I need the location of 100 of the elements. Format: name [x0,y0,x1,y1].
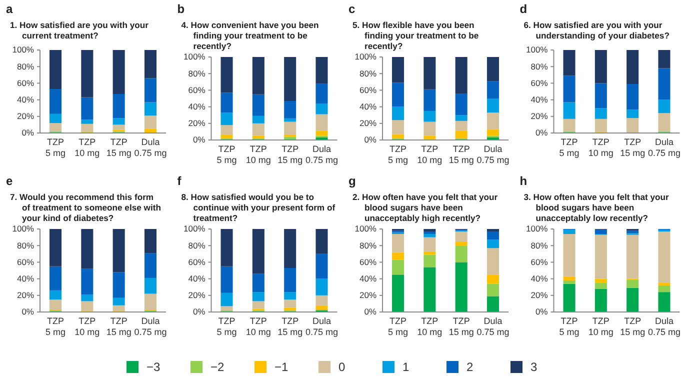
y-tick-label: 100% [12,44,34,55]
y-tick-label: 80% [530,61,548,72]
legend-label: −3 [146,360,161,374]
y-tick-label: 20% [359,118,377,128]
y-tick-label: 100% [354,52,377,62]
x-tick-label: TZP 15 mg [620,137,646,158]
y-tick-label: 40% [16,94,34,105]
y-tick-label: 20% [188,290,206,300]
x-tick-label: TZP 15 mg [278,144,303,165]
y-tick-label: 40% [530,94,548,105]
x-tick-label: TZP 5 mg [46,137,66,158]
legend-label: 3 [530,360,538,374]
y-tick-label: 40% [359,102,377,112]
x-tick-label: Dula 0.75 mg [648,316,681,337]
x-tick-label: TZP 5 mg [46,316,66,337]
x-tick-label: TZP 10 mg [417,144,442,165]
y-tick-label: 80% [188,240,206,250]
y-tick-label: 0% [22,128,34,138]
legend-label: −1 [274,360,289,374]
y-tick-label: 0% [364,134,377,145]
legend-label: −2 [210,360,225,374]
chart-title: 7. Would you recommend this form of treatment to someone else with your kind of diabetes? [10,192,161,223]
y-tick-label: 0% [535,128,548,138]
x-tick-label: TZP 5 mg [216,316,237,337]
y-tick-label: 80% [16,61,34,72]
y-tick-label: 60% [359,84,377,95]
y-tick-label: 60% [359,256,377,267]
y-tick-label: 100% [184,52,206,62]
y-tick-label: 100% [354,224,377,234]
x-tick-label: TZP 10 mg [74,316,100,337]
y-tick-label: 60% [188,84,206,95]
x-tick-label: TZP 5 mg [388,144,408,165]
x-tick-label: TZP 15 mg [448,316,474,337]
text: d [520,2,528,16]
x-tick-label: TZP 15 mg [106,316,132,337]
text: c [348,2,356,16]
legend-label: 1 [402,360,410,374]
y-tick-label: 80% [359,240,377,250]
y-tick-label: 80% [530,240,548,250]
y-tick-label: 60% [188,256,206,267]
x-tick-label: TZP 5 mg [388,316,408,337]
x-tick-label: TZP 15 mg [278,316,303,337]
x-tick-label: Dula 0.75 mg [134,137,167,158]
x-tick-label: TZP 5 mg [216,144,237,165]
y-tick-label: 20% [16,111,34,122]
y-tick-label: 40% [188,102,206,112]
chart-title: 3. How often have you felt that your blood sugars have been unacceptably low recently? [524,192,670,223]
x-tick-label: TZP 15 mg [448,144,474,165]
x-tick-label: TZP 5 mg [559,137,580,158]
y-tick-label: 20% [530,290,548,300]
y-tick-label: 0% [192,134,206,145]
x-tick-label: TZP 10 mg [417,316,442,337]
y-tick-label: 100% [184,224,206,234]
x-tick-label: Dula 0.75 mg [476,316,510,337]
x-tick-label: Dula 0.75 mg [648,137,681,158]
x-tick-label: TZP 10 mg [246,144,271,165]
y-tick-label: 20% [188,118,206,128]
y-tick-label: 80% [16,240,34,250]
x-tick-label: TZP 5 mg [559,316,580,337]
y-tick-label: 0% [22,306,34,317]
y-tick-label: 60% [530,256,548,267]
x-tick-label: Dula 0.75 mg [305,144,338,165]
y-tick-label: 0% [364,306,377,317]
y-tick-label: 40% [188,274,206,284]
y-tick-label: 40% [359,274,377,284]
text: a [6,2,13,16]
x-tick-label: TZP 15 mg [106,137,132,158]
y-tick-label: 60% [16,256,34,267]
y-tick-label: 80% [359,68,377,78]
y-tick-label: 20% [530,111,548,122]
x-tick-label: Dula 0.75 mg [305,316,338,337]
text: g [348,174,356,188]
y-tick-label: 60% [16,78,34,88]
chart-title: 5. How flexible have you been finding your treatment to be recently? [352,20,479,51]
chart-title: 4. How convenient have you been finding your treatment to be recently? [181,20,319,51]
text: e [6,174,13,188]
y-tick-label: 100% [526,44,548,55]
y-tick-label: 0% [535,306,548,317]
x-tick-label: TZP 10 mg [588,316,614,337]
y-tick-label: 100% [526,224,548,234]
y-tick-label: 80% [188,68,206,78]
y-tick-label: 60% [530,78,548,88]
chart-title: 2. How often have you felt that your blood sugars have been unacceptably high recently? [352,192,498,223]
text: h [520,174,528,188]
x-tick-label: TZP 10 mg [74,137,100,158]
text: b [177,2,185,16]
legend-label: 0 [338,360,346,374]
legend-label: 2 [466,360,474,374]
y-tick-label: 20% [359,290,377,300]
x-tick-label: TZP 15 mg [620,316,646,337]
text: f [177,174,182,188]
y-tick-label: 100% [12,224,34,234]
y-tick-label: 20% [16,290,34,300]
chart-title: 6. How satisfied are you with your understanding of your diabetes? [524,20,670,40]
x-tick-label: TZP 10 mg [588,137,614,158]
chart-title: 8. How satisfied would you be to continue with your present form of treatment? [181,192,336,223]
y-tick-label: 40% [530,274,548,284]
x-tick-label: Dula 0.75 mg [476,144,510,165]
y-tick-label: 0% [192,306,206,317]
y-tick-label: 40% [16,274,34,284]
